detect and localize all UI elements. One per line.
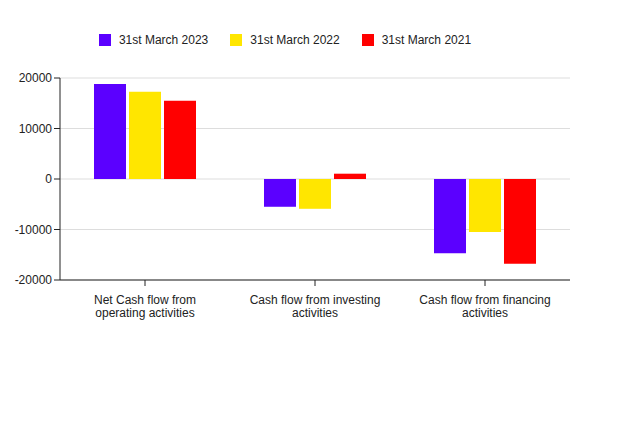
svg-text:Net Cash flow fromoperating ac: Net Cash flow fromoperating activities xyxy=(94,293,196,320)
svg-text:20000: 20000 xyxy=(19,71,53,85)
svg-text:0: 0 xyxy=(45,172,52,186)
svg-text:-20000: -20000 xyxy=(15,273,53,287)
html-text:31st March 2021: 31st March 2021 xyxy=(381,33,472,47)
html-text:31st March 2022: 31st March 2022 xyxy=(250,33,340,47)
svg-text:10000: 10000 xyxy=(19,122,53,136)
svg-text:Cash flow from investingactivi: Cash flow from investingactivities xyxy=(250,293,381,320)
svg-text:Cash flow from financingactivi: Cash flow from financingactivities xyxy=(419,293,550,320)
html-text:31st March 2023: 31st March 2023 xyxy=(118,33,209,47)
svg-text:-10000: -10000 xyxy=(15,223,53,237)
